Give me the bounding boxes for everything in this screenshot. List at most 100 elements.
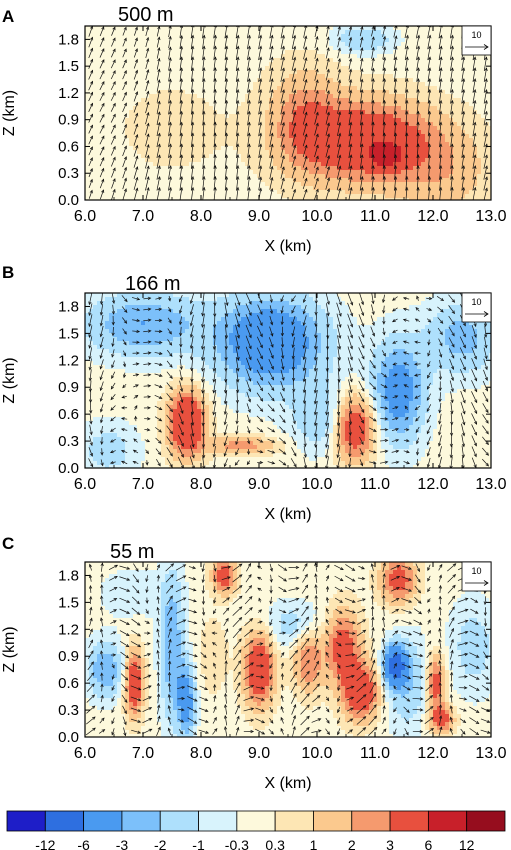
- wind-vector: [88, 135, 93, 145]
- wind-vector: [469, 674, 480, 680]
- wind-vector: [325, 564, 330, 571]
- wind-vector: [156, 58, 160, 70]
- wind-vector: [484, 618, 487, 627]
- wind-vector: [393, 78, 397, 93]
- wind-vector: [166, 382, 173, 390]
- wind-vector: [450, 650, 453, 660]
- wind-vector-head: [373, 428, 377, 432]
- wind-vector-head: [269, 600, 273, 605]
- wind-vector: [110, 631, 116, 635]
- wind-vector-head: [182, 564, 187, 568]
- wind-vector-head: [439, 88, 443, 93]
- wind-vector-head: [349, 165, 353, 169]
- wind-vector: [133, 81, 138, 91]
- wind-vector-head: [179, 730, 184, 735]
- wind-vector-head: [408, 588, 413, 592]
- wind-vector: [336, 155, 341, 169]
- wind-vector-head: [202, 454, 206, 459]
- wind-vector-head: [352, 599, 356, 603]
- wind-vector: [155, 297, 162, 300]
- wind-vector: [281, 684, 284, 691]
- wind-vector: [394, 144, 397, 159]
- wind-vector-head: [123, 341, 127, 346]
- wind-vector-head: [396, 587, 400, 591]
- wind-vector: [167, 628, 172, 638]
- wind-vector: [290, 682, 297, 693]
- wind-vector-head: [179, 355, 183, 359]
- wind-vector-head: [258, 110, 263, 115]
- wind-vector: [358, 325, 365, 338]
- wind-vector: [448, 315, 455, 325]
- wind-vector-head: [270, 321, 274, 326]
- wind-vector-head: [101, 70, 105, 74]
- wind-vector: [232, 617, 242, 628]
- wind-vector-head: [132, 449, 137, 453]
- wind-vector-head: [136, 622, 141, 626]
- wind-vector: [311, 718, 321, 723]
- wind-vector: [121, 460, 128, 465]
- wind-vector: [349, 424, 351, 436]
- wind-vector-head: [315, 627, 319, 632]
- wind-vector: [157, 628, 160, 638]
- y-tick-label: 1.8: [58, 567, 79, 584]
- wind-vector: [245, 335, 252, 349]
- wind-vector: [281, 305, 284, 314]
- y-tick-label: 1.2: [58, 621, 79, 638]
- wind-vector-head: [325, 389, 329, 394]
- wind-vector-head: [237, 660, 242, 664]
- wind-vector-head: [350, 323, 354, 328]
- wind-vector: [212, 717, 217, 724]
- wind-vector: [122, 113, 127, 124]
- wind-vector-head: [382, 594, 386, 599]
- wind-vector-head: [283, 567, 288, 571]
- wind-vector: [292, 726, 296, 737]
- wind-vector: [427, 457, 431, 468]
- wind-vector: [426, 425, 431, 434]
- wind-vector: [236, 176, 239, 191]
- wind-vector-head: [110, 428, 114, 432]
- wind-vector: [191, 357, 194, 371]
- wind-vector-head: [452, 584, 456, 589]
- wind-vector-head: [270, 45, 274, 50]
- wind-vector: [472, 144, 476, 159]
- wind-vector-head: [293, 133, 297, 138]
- wind-vector-head: [395, 619, 399, 623]
- wind-vector: [325, 122, 330, 136]
- wind-vector-head: [147, 362, 152, 366]
- wind-vector-head: [100, 573, 104, 577]
- colorbar-swatch: [198, 810, 238, 832]
- wind-vector-head: [337, 709, 341, 714]
- wind-vector: [484, 336, 487, 348]
- wind-vector-head: [393, 708, 397, 713]
- wind-vector-head: [382, 299, 386, 304]
- wind-vector: [279, 621, 286, 624]
- wind-vector-head: [382, 310, 386, 314]
- wind-vector: [121, 450, 128, 453]
- wind-vector: [279, 632, 286, 634]
- wind-vector: [224, 390, 228, 404]
- wind-vector-head: [112, 37, 116, 42]
- wind-vector-head: [281, 387, 285, 392]
- wind-vector-head: [134, 394, 139, 399]
- wind-vector-head: [123, 710, 127, 715]
- wind-vector-head: [182, 608, 187, 612]
- wind-vector: [280, 57, 285, 71]
- wind-vector-head: [450, 627, 454, 632]
- wind-vector: [154, 341, 162, 344]
- wind-vector-head: [89, 189, 93, 194]
- wind-vector-head: [337, 379, 341, 383]
- wind-vector: [449, 639, 454, 649]
- wind-vector-head: [156, 649, 160, 654]
- wind-vector-head: [248, 585, 253, 589]
- wind-vector: [314, 112, 319, 125]
- wind-vector-head: [99, 322, 103, 327]
- wind-vector-head: [337, 357, 341, 361]
- wind-vector-head: [179, 366, 183, 370]
- wind-vector: [88, 314, 93, 327]
- wind-vector: [439, 111, 442, 126]
- wind-vector-head: [326, 165, 331, 170]
- wind-vector: [461, 176, 465, 191]
- wind-vector-head: [384, 449, 389, 454]
- wind-vector: [256, 404, 263, 412]
- wind-vector: [202, 585, 205, 594]
